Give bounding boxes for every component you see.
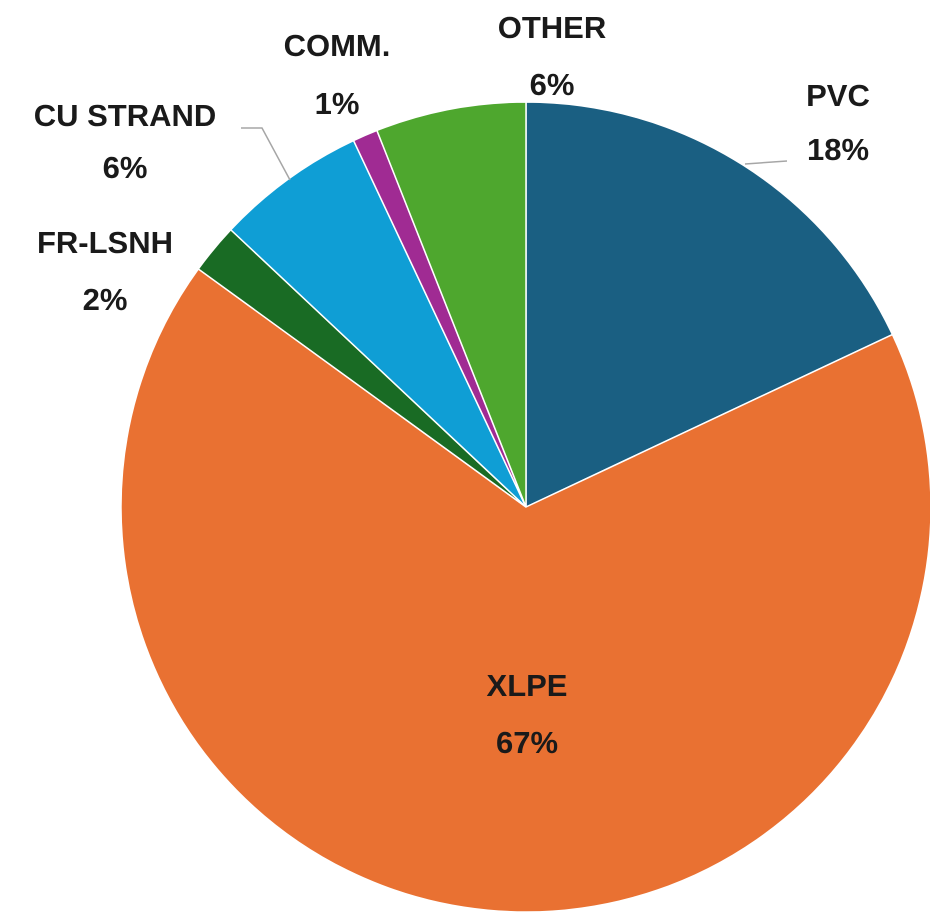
slice-label: COMM. — [284, 28, 391, 63]
slice-label: OTHER — [498, 10, 607, 45]
slice-value: 6% — [530, 67, 575, 102]
pie-slice — [229, 139, 527, 508]
slice-value: 1% — [315, 86, 360, 121]
data-labels: PVC 18% XLPE 67% FR-LSNH 2% CU STRAND 6% COMM. 1%… — [34, 10, 870, 760]
slice-label: FR-LSNH — [37, 225, 173, 260]
pie-slice — [375, 101, 527, 508]
slice-label: CU STRAND — [34, 98, 217, 133]
slice-label: PVC — [806, 78, 870, 113]
pie-slice — [525, 101, 894, 509]
leader-line — [744, 160, 788, 165]
slice-value: 67% — [496, 725, 558, 760]
leader-line — [241, 127, 291, 181]
slice-value: 18% — [807, 132, 869, 167]
slice-label: XLPE — [487, 668, 568, 703]
slice-value: 2% — [83, 282, 128, 317]
pie — [120, 101, 930, 913]
pie-slice — [120, 267, 930, 913]
slice-value: 6% — [103, 150, 148, 185]
